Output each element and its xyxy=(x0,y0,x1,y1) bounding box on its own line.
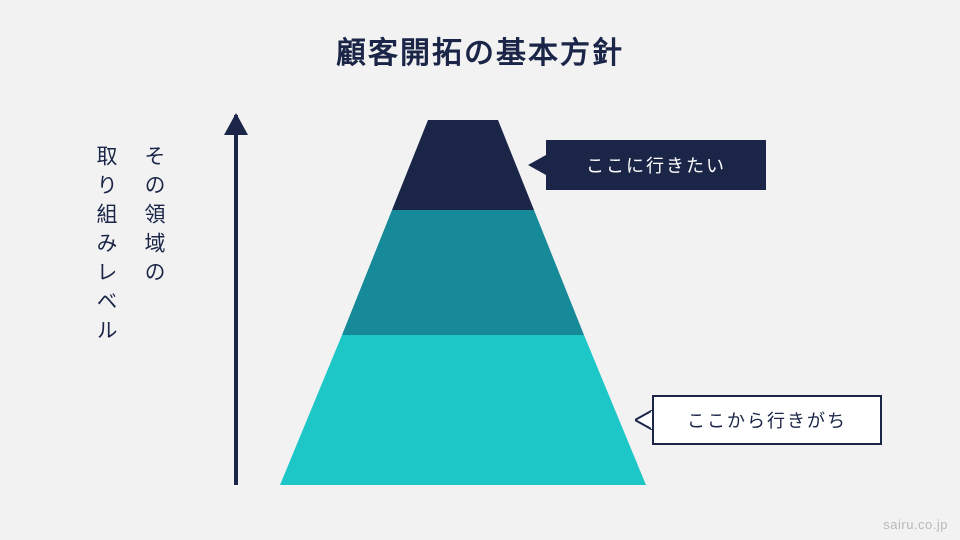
callout-bottom-text: ここから行きがち xyxy=(687,407,847,433)
axis-label: 取り組みレベル その領域の xyxy=(90,145,168,348)
arrow-line xyxy=(234,115,238,485)
callout-top: ここに行きたい xyxy=(546,140,766,190)
pyramid-level xyxy=(342,210,584,335)
callout-top-pointer-icon xyxy=(528,155,546,175)
axis-label-line1: その領域の xyxy=(138,145,168,348)
pyramid-level xyxy=(280,335,646,485)
callout-bottom: ここから行きがち xyxy=(652,395,882,445)
callout-top-text: ここに行きたい xyxy=(586,152,726,178)
page-title: 顧客開拓の基本方針 xyxy=(0,28,960,72)
pyramid-level xyxy=(392,120,534,210)
watermark: sairu.co.jp xyxy=(883,517,948,532)
axis-label-line2: 取り組みレベル xyxy=(90,145,120,348)
